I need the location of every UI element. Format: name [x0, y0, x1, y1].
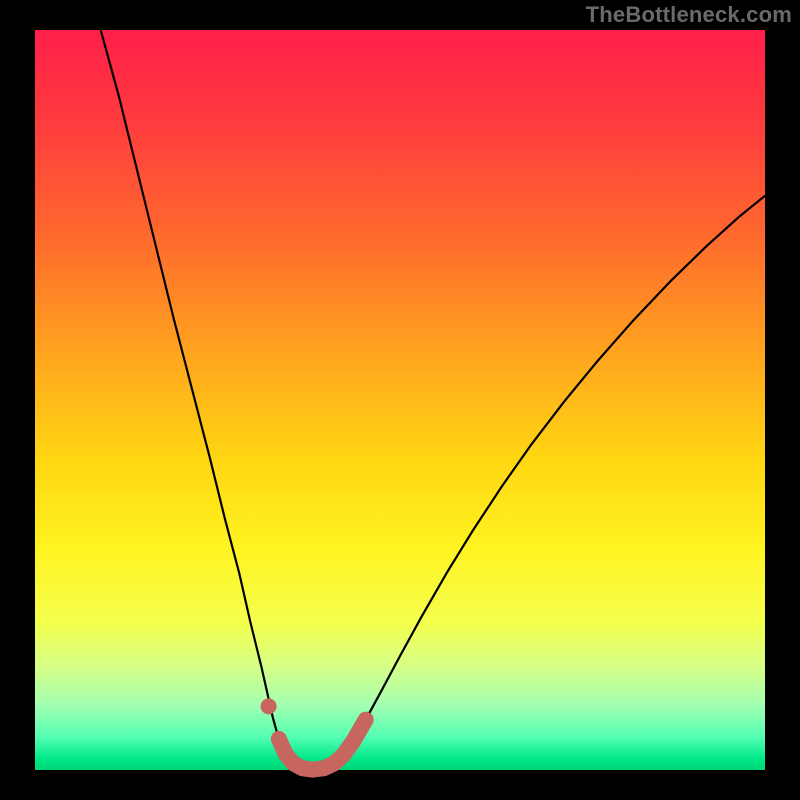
- chart-container: TheBottleneck.com: [0, 0, 800, 800]
- watermark-label: TheBottleneck.com: [586, 2, 792, 28]
- plot-background: [35, 30, 765, 770]
- marker-dot: [261, 698, 277, 714]
- bottleneck-chart: [0, 0, 800, 800]
